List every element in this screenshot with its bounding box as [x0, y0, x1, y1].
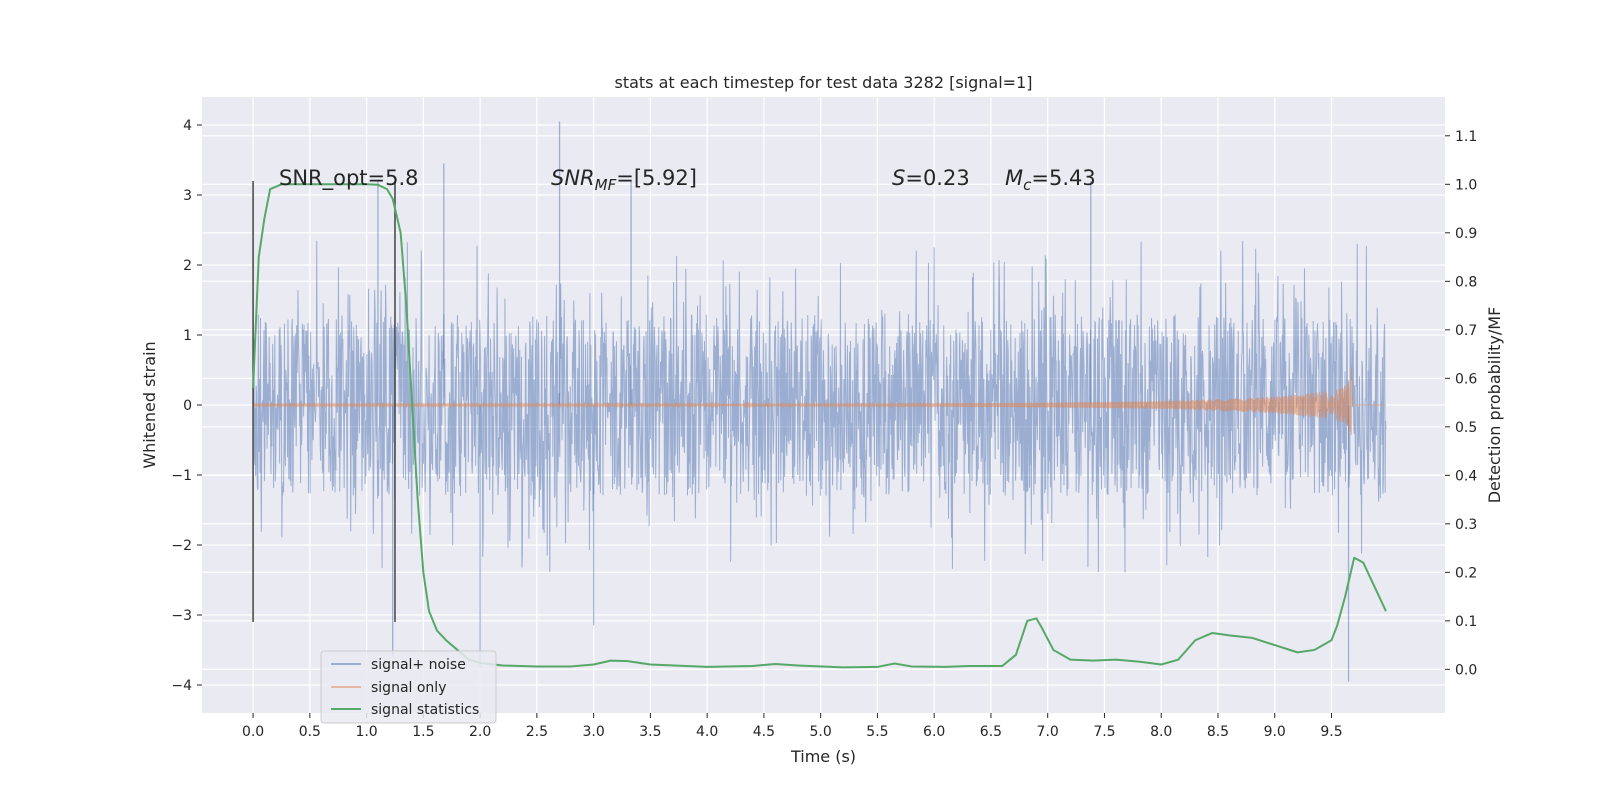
y-tick-label-left: −4	[171, 678, 192, 694]
y-tick-label-right: 0.6	[1455, 371, 1477, 387]
snr-mf-base: SNR	[551, 166, 595, 190]
chart-title: stats at each timestep for test data 328…	[614, 73, 1032, 92]
annotation-mc: Mc=5.43	[1005, 166, 1096, 194]
snr-mf-value: =[5.92]	[616, 166, 697, 190]
x-tick-label: 0.5	[299, 724, 321, 740]
x-tick-label: 1.0	[355, 724, 377, 740]
y-tick-label-right: 0.8	[1455, 274, 1477, 290]
y-tick-label-right: 0.7	[1455, 323, 1477, 339]
s-base: S	[892, 166, 905, 190]
x-tick-label: 3.5	[639, 724, 661, 740]
y-tick-label-right: 0.4	[1455, 468, 1477, 484]
series-signal-only	[252, 367, 1386, 436]
snr-mf-sub: MF	[595, 176, 617, 194]
y-tick-label-left: 1	[183, 328, 192, 344]
x-tick-label: 9.5	[1320, 724, 1342, 740]
y-axis-ticks-right: 1.1 1.0 0.9 0.8 0.7 0.6 0.5 0.4 0.3 0.2 0.1 0.0	[1445, 129, 1477, 678]
y-tick-label-right: 1.0	[1455, 177, 1477, 193]
mc-base: M	[1005, 166, 1023, 190]
x-tick-label: 3.0	[582, 724, 604, 740]
mc-sub: c	[1023, 176, 1032, 194]
x-axis-label: Time (s)	[790, 747, 856, 766]
y-tick-label-left: 4	[183, 118, 192, 134]
y-axis-label-right: Detection probability/MF	[1485, 307, 1504, 504]
x-axis-ticks: 0.0 0.5 1.0 1.5 2.0 2.5 3.0 3.5 4.0 4.5 5.0 5.5 6.0 6…	[242, 713, 1343, 740]
legend-box	[320, 650, 497, 724]
x-tick-label: 8.5	[1207, 724, 1229, 740]
mc-value: =5.43	[1031, 166, 1095, 190]
x-tick-label: 2.0	[469, 724, 491, 740]
x-tick-label: 1.5	[412, 724, 434, 740]
y-tick-label-right: 0.1	[1455, 614, 1477, 630]
series-signal-statistics	[252, 183, 1387, 669]
y-tick-label-right: 0.0	[1455, 662, 1477, 678]
y-tick-label-left: −2	[171, 538, 192, 554]
x-tick-label: 0.0	[242, 724, 264, 740]
x-tick-label: 5.5	[866, 724, 888, 740]
x-tick-label: 9.0	[1264, 724, 1286, 740]
x-tick-label: 4.0	[696, 724, 718, 740]
y-tick-label-left: −3	[171, 608, 192, 624]
s-value: =0.23	[905, 166, 969, 190]
y-tick-label-right: 1.1	[1455, 129, 1477, 145]
x-tick-label: 5.0	[810, 724, 832, 740]
x-tick-label: 6.0	[923, 724, 945, 740]
y-tick-label-right: 0.3	[1455, 517, 1477, 533]
legend-label-signal-noise: signal+ noise	[371, 657, 466, 673]
y-tick-label-right: 0.9	[1455, 226, 1477, 242]
plot-content	[252, 121, 1387, 682]
legend: signal+ noise signal only signal statist…	[320, 650, 497, 724]
y-tick-label-left: 3	[183, 188, 192, 204]
x-tick-label: 7.0	[1037, 724, 1059, 740]
annotation-snr-opt: SNR_opt=5.8	[279, 166, 419, 191]
x-tick-label: 7.5	[1093, 724, 1115, 740]
x-tick-label: 2.5	[526, 724, 548, 740]
y-tick-label-left: 2	[183, 258, 192, 274]
y-axis-ticks-left: 4 3 2 1 0 −1 −2 −3 −4	[171, 118, 202, 694]
y-tick-label-right: 0.2	[1455, 565, 1477, 581]
x-tick-label: 8.0	[1150, 724, 1172, 740]
y-tick-label-right: 0.5	[1455, 420, 1477, 436]
x-tick-label: 6.5	[980, 724, 1002, 740]
legend-label-signal-statistics: signal statistics	[371, 702, 479, 718]
annotation-s: S=0.23	[892, 166, 970, 190]
y-axis-label-left: Whitened strain	[140, 341, 159, 468]
y-tick-label-left: 0	[183, 398, 192, 414]
annotation-snr-mf: SNRMF=[5.92]	[551, 166, 697, 194]
x-tick-label: 4.5	[753, 724, 775, 740]
y-tick-label-left: −1	[171, 468, 192, 484]
legend-label-signal-only: signal only	[371, 680, 446, 696]
